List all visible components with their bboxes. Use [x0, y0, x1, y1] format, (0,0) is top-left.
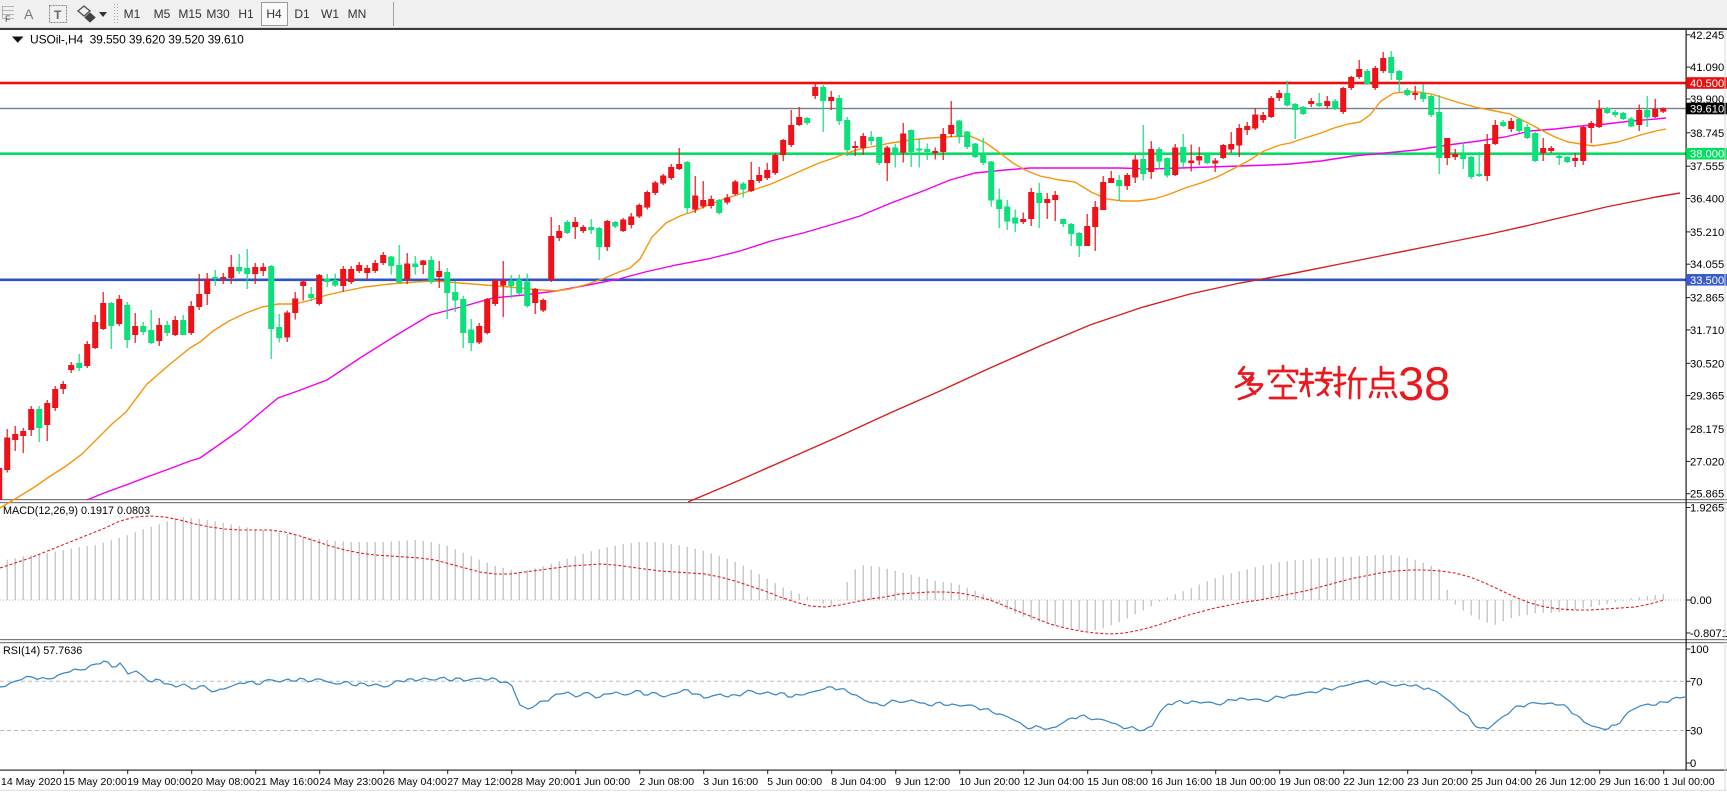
svg-text:37.555: 37.555: [1690, 161, 1724, 173]
svg-text:W1: W1: [321, 7, 339, 21]
svg-text:RSI(14) 57.7636: RSI(14) 57.7636: [3, 645, 82, 657]
svg-text:0: 0: [1690, 758, 1696, 770]
svg-text:30: 30: [1690, 726, 1702, 738]
svg-text:28 May 20:00: 28 May 20:00: [511, 776, 575, 788]
svg-text:25 Jun 04:00: 25 Jun 04:00: [1471, 776, 1532, 788]
svg-text:10 Jun 20:00: 10 Jun 20:00: [959, 776, 1020, 788]
svg-text:MN: MN: [348, 7, 367, 21]
svg-text:40.500: 40.500: [1690, 78, 1724, 90]
svg-text:36.400: 36.400: [1690, 194, 1724, 206]
svg-text:16 Jun 16:00: 16 Jun 16:00: [1151, 776, 1212, 788]
svg-text:H4: H4: [266, 7, 282, 21]
svg-text:29.365: 29.365: [1690, 391, 1724, 403]
svg-text:9 Jun 12:00: 9 Jun 12:00: [895, 776, 950, 788]
svg-text:M30: M30: [206, 7, 230, 21]
svg-text:35.210: 35.210: [1690, 227, 1724, 239]
svg-text:-0.8071: -0.8071: [1690, 628, 1727, 640]
svg-text:23 Jun 20:00: 23 Jun 20:00: [1407, 776, 1468, 788]
svg-text:42.245: 42.245: [1690, 30, 1724, 42]
svg-text:28.175: 28.175: [1690, 424, 1724, 436]
svg-text:3 Jun 16:00: 3 Jun 16:00: [703, 776, 758, 788]
svg-text:41.090: 41.090: [1690, 62, 1724, 74]
svg-text:USOil-,H4 39.550 39.620 39.52: USOil-,H4 39.550 39.620 39.520 39.610: [30, 33, 244, 47]
svg-text:2 Jun 08:00: 2 Jun 08:00: [639, 776, 694, 788]
svg-text:30.520: 30.520: [1690, 358, 1724, 370]
svg-text:H1: H1: [238, 7, 254, 21]
svg-text:38: 38: [1398, 357, 1450, 410]
svg-text:39.900: 39.900: [1690, 94, 1724, 106]
svg-text:MACD(12,26,9) 0.1917 0.0803: MACD(12,26,9) 0.1917 0.0803: [3, 505, 150, 517]
svg-text:19 May 00:00: 19 May 00:00: [127, 776, 191, 788]
svg-text:8 Jun 04:00: 8 Jun 04:00: [831, 776, 886, 788]
svg-text:22 Jun 12:00: 22 Jun 12:00: [1343, 776, 1404, 788]
svg-text:M15: M15: [178, 7, 202, 21]
svg-text:20 May 08:00: 20 May 08:00: [191, 776, 255, 788]
svg-text:1 Jul 00:00: 1 Jul 00:00: [1663, 776, 1715, 788]
svg-text:5 Jun 00:00: 5 Jun 00:00: [767, 776, 822, 788]
svg-text:24 May 23:00: 24 May 23:00: [319, 776, 383, 788]
svg-text:12 Jun 04:00: 12 Jun 04:00: [1023, 776, 1084, 788]
svg-text:70: 70: [1690, 676, 1702, 688]
svg-text:M1: M1: [124, 7, 141, 21]
svg-text:1.9265: 1.9265: [1690, 503, 1724, 515]
svg-text:25.865: 25.865: [1690, 489, 1724, 501]
svg-text:0.00: 0.00: [1690, 595, 1712, 607]
svg-text:19 Jun 08:00: 19 Jun 08:00: [1279, 776, 1340, 788]
svg-text:15 May 20:00: 15 May 20:00: [63, 776, 127, 788]
svg-text:18 Jun 00:00: 18 Jun 00:00: [1215, 776, 1276, 788]
svg-text:39.610: 39.610: [1690, 104, 1724, 116]
svg-text:27 May 12:00: 27 May 12:00: [447, 776, 511, 788]
svg-text:26 Jun 12:00: 26 Jun 12:00: [1535, 776, 1596, 788]
svg-text:33.500: 33.500: [1690, 275, 1724, 287]
svg-text:34.055: 34.055: [1690, 259, 1724, 271]
svg-text:26 May 04:00: 26 May 04:00: [383, 776, 447, 788]
svg-text:D1: D1: [294, 7, 310, 21]
svg-text:29 Jun 16:00: 29 Jun 16:00: [1599, 776, 1660, 788]
svg-text:38.000: 38.000: [1690, 149, 1724, 161]
svg-text:A: A: [24, 6, 34, 22]
svg-text:14 May 2020: 14 May 2020: [1, 776, 62, 788]
svg-text:38.745: 38.745: [1690, 128, 1724, 140]
svg-text:1 Jun 00:00: 1 Jun 00:00: [575, 776, 630, 788]
svg-text:M5: M5: [154, 7, 171, 21]
svg-text:F: F: [5, 14, 11, 24]
svg-text:T: T: [54, 8, 62, 22]
svg-text:27.020: 27.020: [1690, 456, 1724, 468]
svg-text:21 May 16:00: 21 May 16:00: [255, 776, 319, 788]
svg-text:15 Jun 08:00: 15 Jun 08:00: [1087, 776, 1148, 788]
svg-text:31.710: 31.710: [1690, 325, 1724, 337]
svg-text:100: 100: [1690, 644, 1709, 656]
svg-text:32.865: 32.865: [1690, 293, 1724, 305]
